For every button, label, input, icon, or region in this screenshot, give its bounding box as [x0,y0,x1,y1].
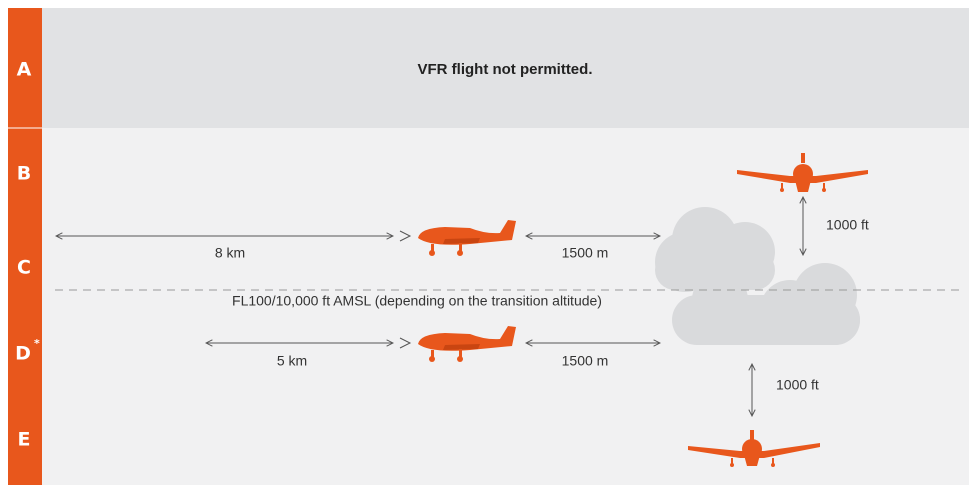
class-label: A [17,59,32,81]
distance-label: 1000 ft [776,377,819,393]
class-a-note: VFR flight not permitted. [418,61,593,78]
distance-label: 8 km [215,245,245,261]
distance-label: 1000 ft [826,217,869,233]
diagram: A B C D * E VFR flight not permitted. FL… [0,0,969,485]
distance-label: 1500 m [562,353,609,369]
class-superscript: * [34,337,40,350]
class-label: E [18,429,31,451]
class-label: C [17,257,31,279]
boundary-label: FL100/10,000 ft AMSL (depending on the t… [232,293,602,309]
distance-label: 5 km [277,353,307,369]
distance-label: 1500 m [562,245,609,261]
class-label: D [15,343,31,365]
class-label: B [17,163,31,185]
